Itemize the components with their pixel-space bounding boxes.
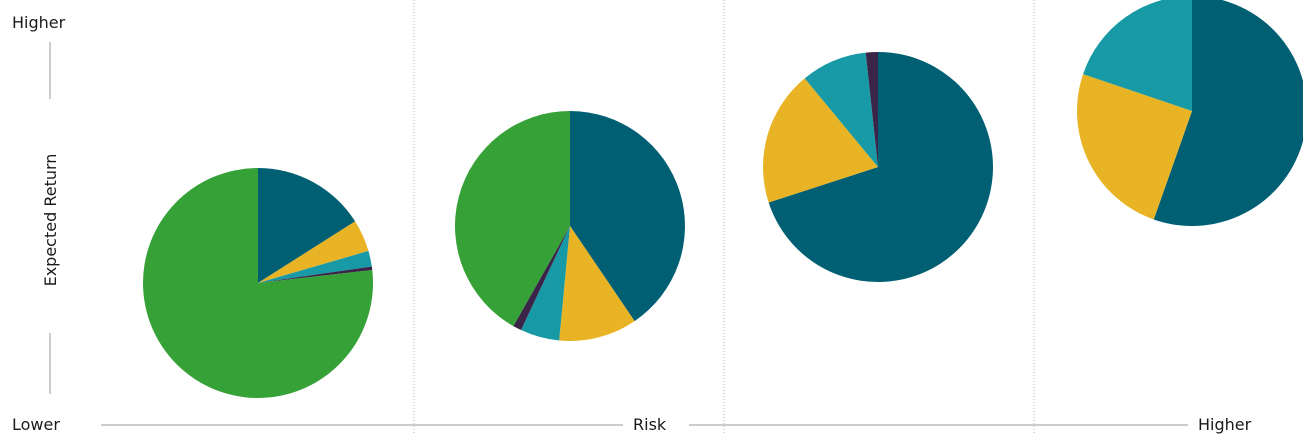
pie-2-slice-1 — [570, 111, 685, 322]
pie-1-slice-2 — [258, 221, 369, 283]
portfolio-pie-4 — [1076, 0, 1303, 226]
portfolio-pie-2 — [455, 111, 685, 341]
pie-4-slice-1 — [1153, 0, 1303, 226]
pie-3-slice-4 — [865, 52, 878, 167]
x-axis-high-label: Higher — [1198, 415, 1252, 434]
pie-3-slice-1 — [768, 52, 994, 282]
y-axis-label: Expected Return — [41, 154, 60, 287]
pie-2-slice-3 — [521, 226, 570, 341]
pie-3-slice-2 — [763, 78, 878, 203]
pie-2-slice-2 — [559, 226, 635, 341]
pie-1-slice-4 — [258, 266, 373, 283]
pie-4-slice-2 — [1076, 74, 1192, 220]
portfolio-pies — [143, 0, 1303, 398]
portfolio-pie-3 — [763, 52, 994, 282]
x-axis-label: Risk — [633, 415, 667, 434]
pie-2-slice-5 — [455, 111, 570, 327]
y-axis-high-label: Higher — [12, 13, 66, 32]
portfolio-pie-1 — [143, 168, 374, 398]
pie-4-slice-3 — [1083, 0, 1192, 111]
pie-1-slice-1 — [258, 168, 356, 283]
pie-2-slice-4 — [513, 226, 570, 331]
x-axis-low-label: Lower — [12, 415, 60, 434]
pie-1-slice-5 — [143, 168, 374, 398]
pie-3-slice-3 — [804, 52, 878, 167]
pie-1-slice-3 — [258, 250, 372, 283]
